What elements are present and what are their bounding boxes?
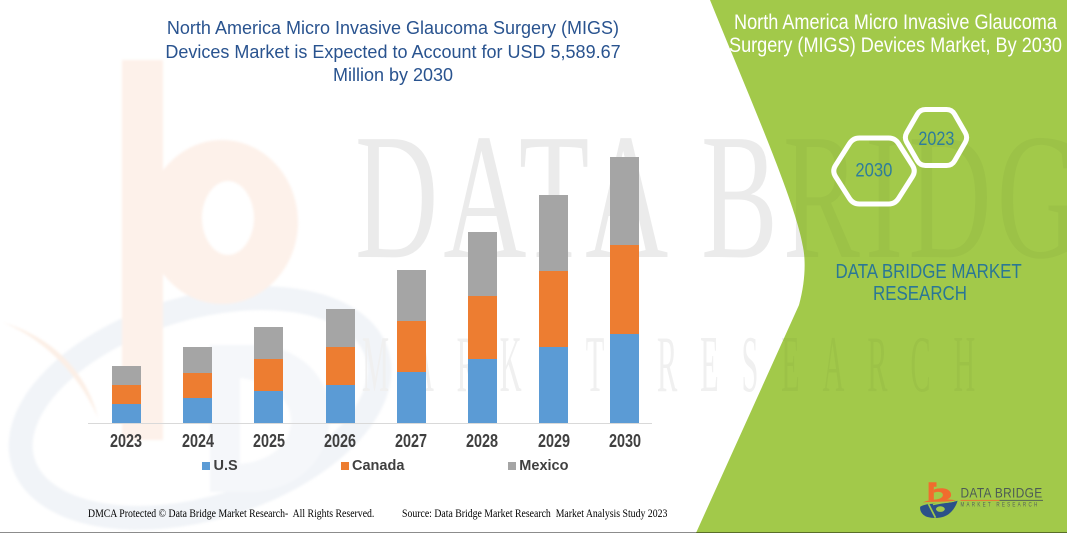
svg-text:2023: 2023 — [918, 129, 954, 150]
svg-text:2030: 2030 — [855, 161, 892, 182]
svg-text:DATA BRIDGE: DATA BRIDGE — [961, 486, 1043, 501]
svg-text:MARKET RESEARCH: MARKET RESEARCH — [961, 503, 1040, 509]
